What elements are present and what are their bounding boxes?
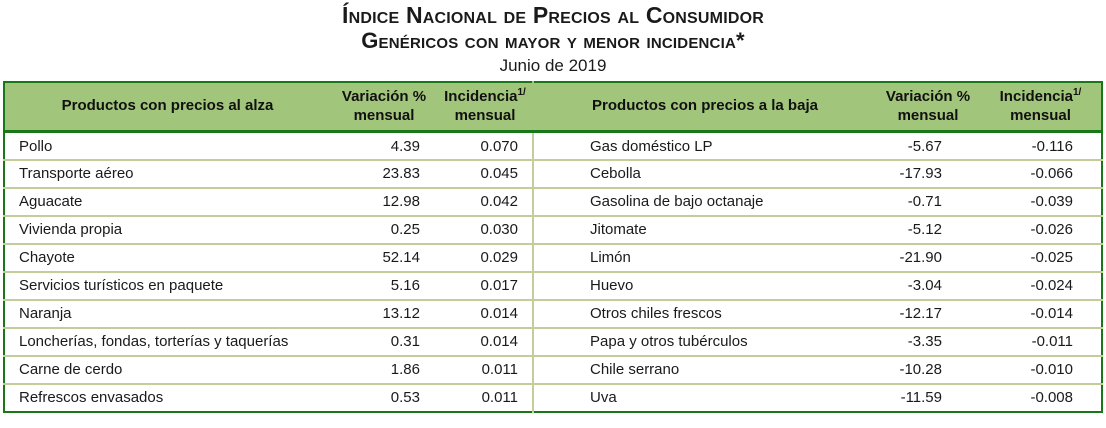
baja-product-header: Productos con precios a la baja bbox=[532, 81, 876, 134]
table-row: Transporte aéreo 23.83 0.045 Cebolla -17… bbox=[4, 158, 1102, 188]
page-title-line1: Índice Nacional de Precios al Consumidor bbox=[341, 2, 765, 28]
page: Índice Nacional de Precios al Consumidor… bbox=[0, 0, 1106, 413]
baja-product-cell: Chile serrano bbox=[532, 354, 876, 384]
baja-product-cell: Gasolina de bajo octanaje bbox=[532, 186, 876, 216]
baja-variation-cell: -3.35 bbox=[876, 326, 980, 356]
footnote-marker: 1/ bbox=[517, 86, 526, 98]
baja-product-cell: Uva bbox=[532, 382, 876, 412]
alza-variation-cell: 5.16 bbox=[330, 270, 438, 300]
baja-variation-cell: -5.12 bbox=[876, 214, 980, 244]
baja-incidence-cell: -0.116 bbox=[980, 130, 1102, 160]
baja-variation-cell: -10.28 bbox=[876, 354, 980, 384]
title-block: Índice Nacional de Precios al Consumidor… bbox=[0, 0, 1106, 77]
report-date: Junio de 2019 bbox=[499, 56, 607, 76]
alza-variation-cell: 0.31 bbox=[330, 326, 438, 356]
alza-incidence-cell: 0.042 bbox=[438, 186, 533, 216]
alza-product-cell: Transporte aéreo bbox=[4, 158, 330, 188]
baja-variation-header-line2: mensual bbox=[897, 106, 959, 124]
alza-variation-cell: 0.25 bbox=[330, 214, 438, 244]
header-row: Productos con precios al alza Variación … bbox=[4, 81, 1102, 134]
alza-variation-header-line2: mensual bbox=[353, 106, 415, 124]
baja-incidence-cell: -0.024 bbox=[980, 270, 1102, 300]
footnote-marker: 1/ bbox=[1073, 86, 1082, 98]
alza-variation-header-line1: Variación % bbox=[341, 87, 427, 105]
alza-product-cell: Aguacate bbox=[4, 186, 330, 216]
alza-incidence-cell: 0.017 bbox=[438, 270, 533, 300]
table-row: Naranja 13.12 0.014 Otros chiles frescos… bbox=[4, 298, 1102, 328]
alza-variation-cell: 13.12 bbox=[330, 298, 438, 328]
baja-product-cell: Huevo bbox=[532, 270, 876, 300]
baja-incidence-cell: -0.014 bbox=[980, 298, 1102, 328]
table-row: Servicios turísticos en paquete 5.16 0.0… bbox=[4, 270, 1102, 300]
baja-variation-cell: -3.04 bbox=[876, 270, 980, 300]
baja-incidence-header: Incidencia1/ mensual bbox=[980, 81, 1102, 134]
alza-variation-cell: 23.83 bbox=[330, 158, 438, 188]
table-row: Aguacate 12.98 0.042 Gasolina de bajo oc… bbox=[4, 186, 1102, 216]
alza-product-cell: Vivienda propia bbox=[4, 214, 330, 244]
baja-variation-header: Variación % mensual bbox=[876, 81, 980, 134]
baja-product-cell: Limón bbox=[532, 242, 876, 272]
table-row: Pollo 4.39 0.070 Gas doméstico LP -5.67 … bbox=[4, 130, 1102, 160]
alza-incidence-cell: 0.030 bbox=[438, 214, 533, 244]
baja-variation-cell: -12.17 bbox=[876, 298, 980, 328]
alza-variation-header: Variación % mensual bbox=[330, 81, 438, 134]
table-row: Carne de cerdo 1.86 0.011 Chile serrano … bbox=[4, 354, 1102, 384]
alza-incidence-cell: 0.011 bbox=[438, 354, 533, 384]
alza-variation-cell: 0.53 bbox=[330, 382, 438, 412]
alza-variation-cell: 4.39 bbox=[330, 130, 438, 160]
alza-variation-cell: 52.14 bbox=[330, 242, 438, 272]
alza-product-cell: Chayote bbox=[4, 242, 330, 272]
baja-product-cell: Jitomate bbox=[532, 214, 876, 244]
page-title-line2: Genéricos con mayor y menor incidencia* bbox=[361, 27, 745, 53]
baja-incidence-cell: -0.026 bbox=[980, 214, 1102, 244]
baja-incidence-header-line2: mensual bbox=[1010, 106, 1071, 124]
baja-variation-cell: -21.90 bbox=[876, 242, 980, 272]
alza-incidence-cell: 0.045 bbox=[438, 158, 533, 188]
alza-variation-cell: 12.98 bbox=[330, 186, 438, 216]
alza-product-cell: Carne de cerdo bbox=[4, 354, 330, 384]
alza-product-cell: Refrescos envasados bbox=[4, 382, 330, 412]
table-row: Refrescos envasados 0.53 0.011 Uva -11.5… bbox=[4, 382, 1102, 412]
baja-incidence-header-line1: Incidencia bbox=[999, 87, 1073, 105]
alza-incidence-header-line2: mensual bbox=[454, 106, 516, 124]
baja-variation-cell: -0.71 bbox=[876, 186, 980, 216]
baja-product-cell: Gas doméstico LP bbox=[532, 130, 876, 160]
table-row: Vivienda propia 0.25 0.030 Jitomate -5.1… bbox=[4, 214, 1102, 244]
baja-product-cell: Cebolla bbox=[532, 158, 876, 188]
alza-product-cell: Loncherías, fondas, torterías y taquería… bbox=[4, 326, 330, 356]
baja-incidence-cell: -0.010 bbox=[980, 354, 1102, 384]
cpi-incidence-table: Productos con precios al alza Variación … bbox=[3, 80, 1103, 413]
baja-incidence-cell: -0.066 bbox=[980, 158, 1102, 188]
alza-incidence-header: Incidencia1/ mensual bbox=[438, 81, 533, 134]
baja-incidence-cell: -0.008 bbox=[980, 382, 1102, 412]
alza-product-header: Productos con precios al alza bbox=[4, 81, 330, 134]
table-row: Chayote 52.14 0.029 Limón -21.90 -0.025 bbox=[4, 242, 1102, 272]
alza-incidence-cell: 0.011 bbox=[438, 382, 533, 412]
table-row: Loncherías, fondas, torterías y taquería… bbox=[4, 326, 1102, 356]
alza-incidence-cell: 0.070 bbox=[438, 130, 533, 160]
alza-incidence-cell: 0.029 bbox=[438, 242, 533, 272]
baja-product-cell: Papa y otros tubérculos bbox=[532, 326, 876, 356]
alza-incidence-cell: 0.014 bbox=[438, 326, 533, 356]
alza-product-cell: Pollo bbox=[4, 130, 330, 160]
baja-variation-header-line1: Variación % bbox=[885, 87, 971, 105]
alza-product-cell: Naranja bbox=[4, 298, 330, 328]
alza-incidence-header-line1: Incidencia bbox=[444, 87, 518, 105]
baja-incidence-cell: -0.025 bbox=[980, 242, 1102, 272]
baja-incidence-cell: -0.011 bbox=[980, 326, 1102, 356]
alza-variation-cell: 1.86 bbox=[330, 354, 438, 384]
baja-variation-cell: -5.67 bbox=[876, 130, 980, 160]
baja-variation-cell: -11.59 bbox=[876, 382, 980, 412]
baja-incidence-cell: -0.039 bbox=[980, 186, 1102, 216]
baja-product-cell: Otros chiles frescos bbox=[532, 298, 876, 328]
baja-variation-cell: -17.93 bbox=[876, 158, 980, 188]
alza-incidence-cell: 0.014 bbox=[438, 298, 533, 328]
alza-product-cell: Servicios turísticos en paquete bbox=[4, 270, 330, 300]
